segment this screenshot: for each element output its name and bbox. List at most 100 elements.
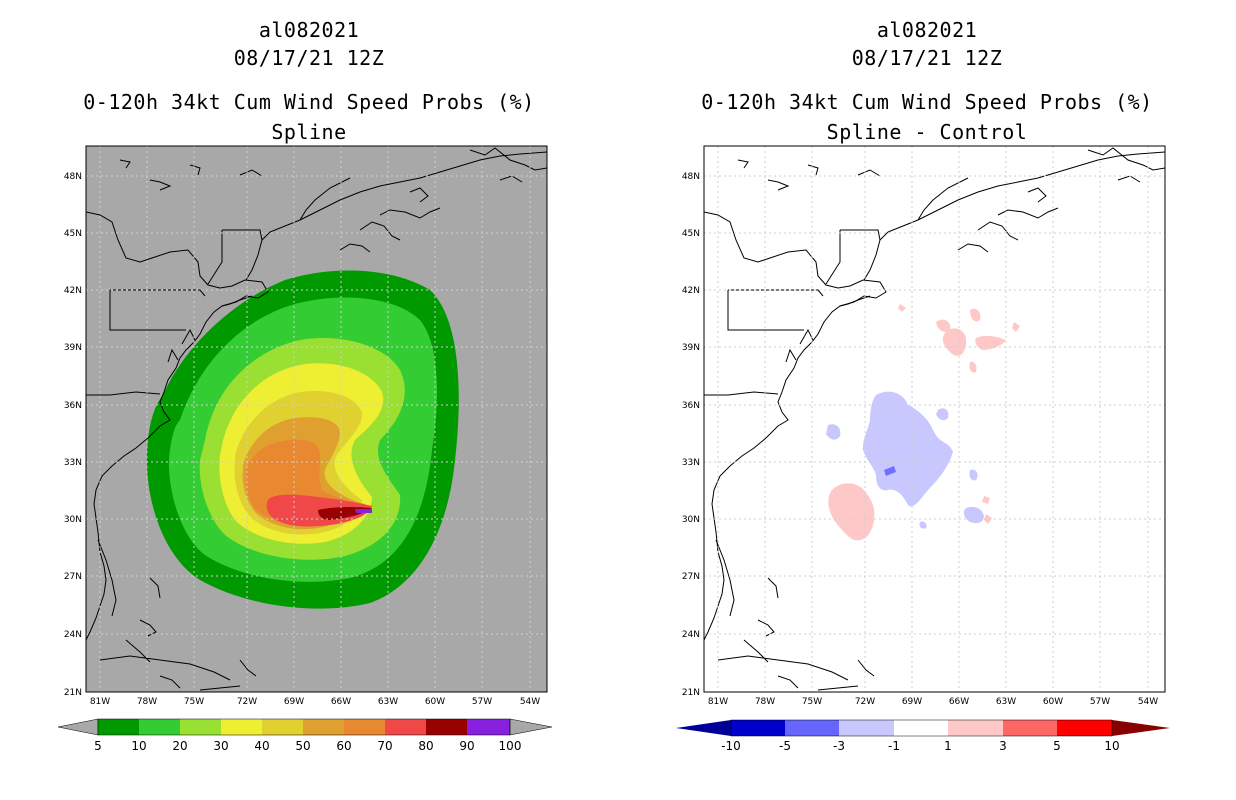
lon-label: 81W — [708, 697, 728, 707]
lat-label: 24N — [682, 630, 700, 640]
lon-label: 81W — [90, 697, 110, 707]
probability-contours — [146, 270, 459, 609]
longitude-labels: 81W 78W 75W 72W 69W 66W 63W 60W 57W 54W — [90, 697, 540, 707]
negative-area — [963, 506, 984, 524]
latitude-labels: 48N 45N 42N 39N 36N 33N 30N 27N 24N 21N — [64, 172, 82, 698]
negative-area — [919, 521, 927, 529]
lat-label: 42N — [64, 286, 82, 296]
probability-map: 48N 45N 42N 39N 36N 33N 30N 27N 24N 21N … — [57, 145, 553, 753]
colorbar-label: -5 — [779, 739, 791, 753]
lon-label: 54W — [520, 697, 540, 707]
lon-label: 69W — [902, 697, 922, 707]
lat-label: 33N — [64, 458, 82, 468]
lon-label: 69W — [284, 697, 304, 707]
colorbar: -10 -5 -3 -1 1 3 5 10 — [676, 719, 1170, 753]
negative-area — [936, 408, 949, 421]
contour-90 — [355, 509, 372, 513]
map-frame — [703, 145, 1166, 693]
colorbar-low-end — [57, 718, 99, 736]
colorbar-swatch — [139, 719, 180, 735]
lat-label: 36N — [682, 401, 700, 411]
lat-label: 21N — [64, 688, 82, 698]
colorbar-label: 3 — [999, 739, 1007, 753]
positive-area — [1012, 322, 1020, 332]
lat-label: 30N — [64, 515, 82, 525]
lon-label: 66W — [331, 697, 351, 707]
coastlines — [704, 147, 1165, 691]
negative-area — [969, 469, 978, 481]
storm-id-title: al082021 — [258, 18, 360, 42]
lat-label: 42N — [682, 286, 700, 296]
colorbar-label: 80 — [418, 739, 433, 753]
lon-label: 72W — [855, 697, 875, 707]
positive-area — [982, 496, 990, 504]
map-background — [704, 146, 1165, 692]
lon-label: 60W — [1043, 697, 1063, 707]
coastlines — [86, 147, 547, 691]
lon-label: 75W — [802, 697, 822, 707]
colorbar-swatch — [98, 719, 139, 735]
colorbar-high-end — [509, 718, 553, 736]
datetime-title: 08/17/21 12Z — [233, 46, 385, 70]
colorbar-label: 50 — [295, 739, 310, 753]
lat-lon-grid — [86, 146, 547, 692]
negative-area — [826, 424, 841, 440]
colorbar-swatch — [1003, 720, 1057, 736]
lon-label: 63W — [996, 697, 1016, 707]
colorbar-low-end — [676, 720, 731, 736]
difference-map: 48N 45N 42N 39N 36N 33N 30N 27N 24N 21N … — [676, 145, 1170, 753]
lat-label: 27N — [64, 572, 82, 582]
positive-area — [970, 308, 981, 322]
lon-label: 78W — [755, 697, 775, 707]
colorbar-swatch — [731, 720, 785, 736]
colorbar-label: 30 — [213, 739, 228, 753]
lon-label: 78W — [137, 697, 157, 707]
lon-label: 60W — [425, 697, 445, 707]
lat-label: 36N — [64, 401, 82, 411]
longitude-labels: 81W 78W 75W 72W 69W 66W 63W 60W 57W 54W — [708, 697, 1158, 707]
lon-label: 75W — [184, 697, 204, 707]
colorbar-swatch — [894, 720, 948, 736]
lon-label: 57W — [472, 697, 492, 707]
lon-label: 72W — [237, 697, 257, 707]
lat-label: 48N — [64, 172, 82, 182]
right-panel: al082021 08/17/21 12Z 0-120h 34kt Cum Wi… — [618, 0, 1236, 800]
positive-area — [969, 361, 977, 373]
positive-area — [984, 514, 992, 524]
latitude-labels: 48N 45N 42N 39N 36N 33N 30N 27N 24N 21N — [682, 172, 700, 698]
positive-area — [828, 483, 875, 541]
lat-lon-grid — [704, 146, 1165, 692]
colorbar-label: -1 — [888, 739, 900, 753]
colorbar-swatch — [385, 719, 426, 735]
colorbar-swatch — [839, 720, 894, 736]
colorbar-swatch — [262, 719, 303, 735]
colorbar-label: -10 — [721, 739, 741, 753]
lon-label: 63W — [378, 697, 398, 707]
left-panel: al082021 08/17/21 12Z 0-120h 34kt Cum Wi… — [57, 18, 553, 753]
lat-label: 39N — [682, 343, 700, 353]
lon-label: 54W — [1138, 697, 1158, 707]
panel-subtitle: Spline - Control — [826, 120, 1028, 144]
lat-label: 27N — [682, 572, 700, 582]
colorbar-label: 100 — [499, 739, 522, 753]
colorbar-swatch — [303, 719, 344, 735]
colorbar-label: -3 — [833, 739, 845, 753]
colorbar-label: 5 — [94, 739, 102, 753]
lat-label: 45N — [64, 229, 82, 239]
map-frame — [85, 145, 548, 693]
positive-area — [898, 304, 906, 312]
negative-area-mid — [884, 466, 896, 476]
lat-label: 30N — [682, 515, 700, 525]
datetime-title: 08/17/21 12Z — [851, 46, 1003, 70]
colorbar-high-end — [1112, 720, 1170, 736]
lat-label: 48N — [682, 172, 700, 182]
colorbar-swatch — [221, 719, 262, 735]
colorbar-label: 40 — [254, 739, 269, 753]
lon-label: 66W — [949, 697, 969, 707]
colorbar-swatch — [426, 719, 467, 735]
colorbar-label: 10 — [131, 739, 146, 753]
colorbar-swatch — [948, 720, 1003, 736]
lat-label: 39N — [64, 343, 82, 353]
product-title: 0-120h 34kt Cum Wind Speed Probs (%) — [701, 90, 1153, 114]
colorbar-swatch — [1057, 720, 1112, 736]
